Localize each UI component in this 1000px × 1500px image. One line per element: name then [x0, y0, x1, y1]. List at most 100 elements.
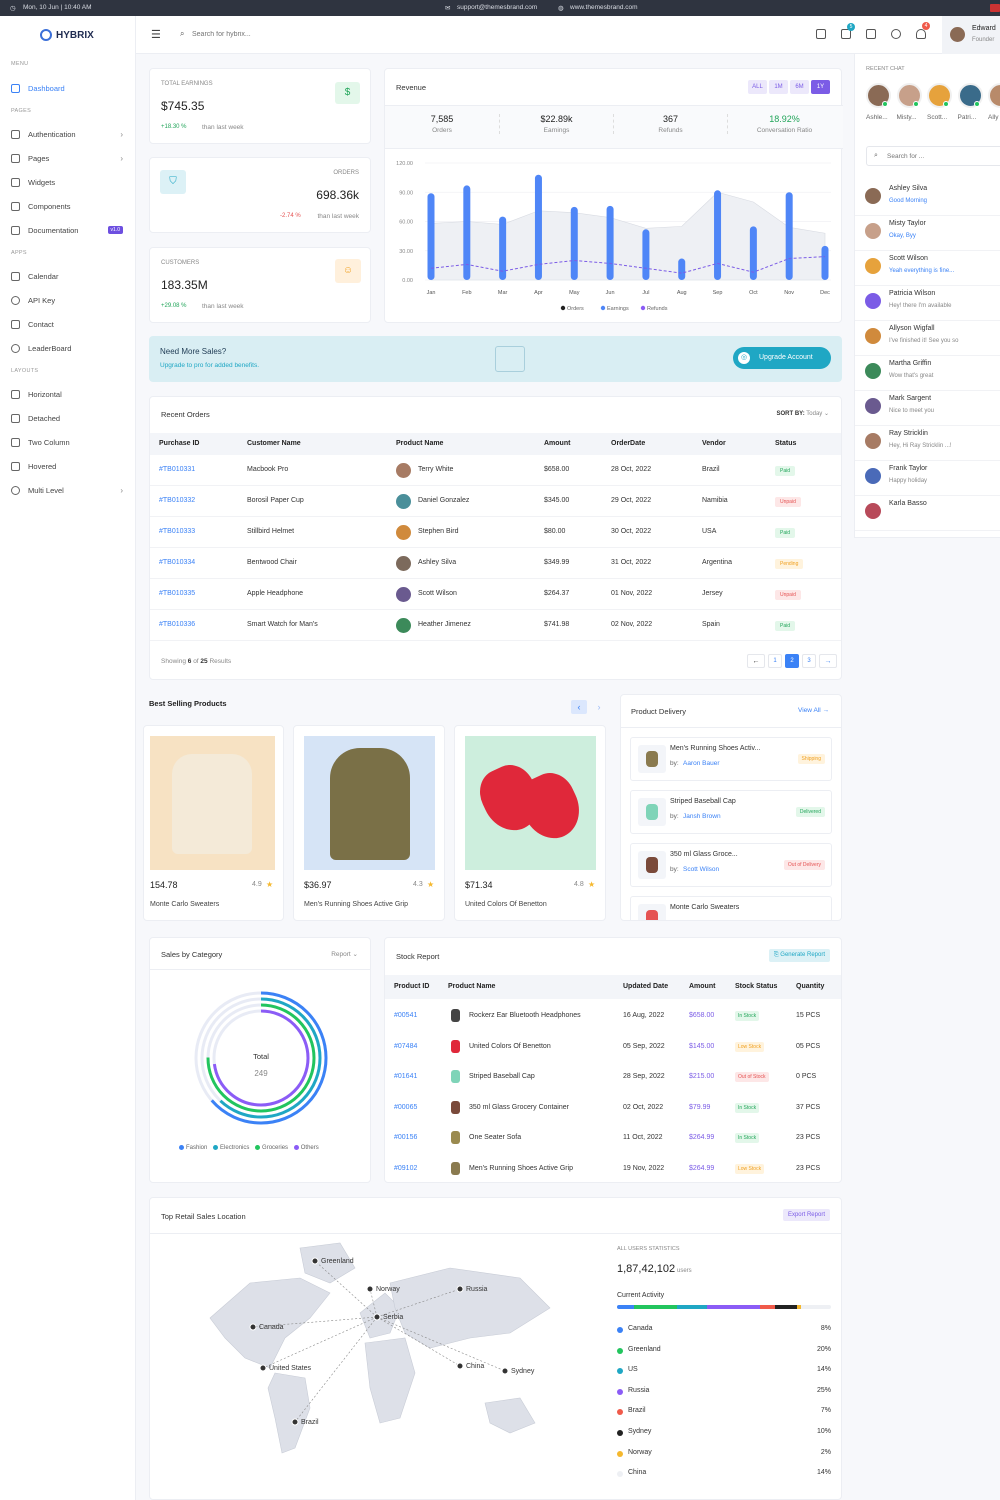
sidebar-item-detached[interactable]: Detached — [11, 411, 127, 425]
location-marker[interactable] — [311, 1257, 319, 1265]
table-row[interactable]: #00541 Rockerz Ear Bluetooth Headphones 16… — [385, 1001, 841, 1031]
sidebar-item-leaderboard[interactable]: LeaderBoard — [11, 341, 127, 355]
table-row[interactable]: #TB010332 Borosil Paper Cup Daniel Gonzale… — [150, 486, 841, 517]
sidebar-item-calendar[interactable]: Calendar — [11, 269, 127, 283]
product-card[interactable]: 154.78 4.9 ★ Monte Carlo Sweaters — [143, 725, 284, 921]
product-id-link[interactable]: #01641 — [394, 1073, 418, 1080]
theme-toggle-icon[interactable] — [891, 29, 901, 39]
chat-contact[interactable]: Ray Stricklin Hey, Hi Ray Stricklin ...! — [855, 427, 1000, 461]
purchase-id-link[interactable]: #TB010334 — [159, 559, 196, 566]
generate-report-button[interactable]: ⎘ Generate Report — [768, 949, 830, 962]
delivery-item[interactable]: Men's Running Shoes Activ... by: Aaron Bau… — [630, 737, 832, 781]
hamburger-icon[interactable]: ☰ — [151, 29, 161, 41]
table-row[interactable]: #00156 One Seater Sofa 11 Oct, 2022 $264.99… — [385, 1123, 841, 1153]
pagination-page-3[interactable]: 3 — [802, 654, 816, 668]
purchase-id-link[interactable]: #TB010332 — [159, 497, 196, 504]
bell-icon[interactable] — [916, 29, 926, 39]
sort-dropdown[interactable]: SORT BY: Today ⌄ — [776, 410, 829, 417]
chat-contact[interactable]: Karla Basso — [855, 497, 1000, 531]
location-marker[interactable] — [259, 1364, 267, 1372]
export-report-button[interactable]: Export Report — [782, 1209, 830, 1221]
table-row[interactable]: #TB010336 Smart Watch for Man's Heather Ji… — [150, 610, 841, 641]
user-menu[interactable]: Edward Founder — [942, 16, 1000, 54]
sidebar-item-components[interactable]: Components — [11, 199, 127, 213]
chat-contact[interactable]: Patricia Wilson Hey! there I'm available — [855, 287, 1000, 321]
sidebar-item-pages[interactable]: Pages › — [11, 151, 127, 165]
product-id-link[interactable]: #00065 — [394, 1103, 418, 1111]
location-marker[interactable] — [291, 1418, 299, 1426]
table-row[interactable]: #07484 United Colors Of Benetton 05 Sep, 2… — [385, 1032, 841, 1062]
delivery-person-link[interactable]: Scott Wilson — [683, 866, 720, 873]
product-id-link[interactable]: #09102 — [394, 1164, 418, 1172]
chat-avatar[interactable] — [927, 83, 952, 108]
sidebar-item-contact[interactable]: Contact — [11, 317, 127, 331]
table-row[interactable]: #09102 Men's Running Shoes Active Grip 19 … — [385, 1154, 841, 1184]
purchase-id-link[interactable]: #TB010331 — [159, 466, 196, 473]
purchase-id-link[interactable]: #TB010335 — [159, 590, 196, 597]
table-row[interactable]: #00065 350 ml Glass Grocery Container 02 O… — [385, 1093, 841, 1123]
sidebar-item-authentication[interactable]: Authentication › — [11, 127, 127, 141]
sidebar-item-hovered[interactable]: Hovered — [11, 459, 127, 473]
view-all-link[interactable]: View All → — [798, 707, 829, 714]
sidebar-item-multi-level[interactable]: Multi Level › — [11, 483, 127, 497]
sidebar-item-widgets[interactable]: Widgets — [11, 175, 127, 189]
apps-grid-icon[interactable] — [816, 29, 826, 39]
sidebar-item-api-key[interactable]: API Key — [11, 293, 127, 307]
filter-all-button[interactable]: ALL — [748, 80, 767, 94]
product-id-link[interactable]: #00156 — [394, 1134, 418, 1141]
product-card[interactable]: $36.97 4.3 ★ Men's Running Shoes Active G… — [293, 725, 445, 921]
upgrade-account-button[interactable]: ◎ Upgrade Account — [733, 347, 831, 369]
table-row[interactable]: #TB010335 Apple Headphone Scott Wilson $264… — [150, 579, 841, 610]
chat-contact[interactable]: Frank Taylor Happy holiday — [855, 462, 1000, 496]
table-row[interactable]: #01641 Striped Baseball Cap 28 Sep, 2022 $2… — [385, 1062, 841, 1092]
filter-6m-button[interactable]: 6M — [790, 80, 809, 94]
flag-icon[interactable] — [990, 4, 1000, 12]
pagination-next[interactable]: → — [819, 654, 837, 668]
delivery-person-link[interactable]: Jansh Brown — [683, 813, 721, 820]
delivery-item[interactable]: Striped Baseball Cap by: Jansh Brown Delive… — [630, 790, 832, 834]
cart-icon[interactable] — [841, 29, 851, 39]
location-marker[interactable] — [366, 1285, 374, 1293]
chat-contact[interactable]: Ashley Silva Good Morning — [855, 182, 1000, 216]
fullscreen-icon[interactable] — [866, 29, 876, 39]
location-marker[interactable] — [501, 1367, 509, 1375]
filter-1y-button[interactable]: 1Y — [811, 80, 830, 94]
chat-search-box[interactable]: ⌕ — [866, 146, 1000, 166]
table-row[interactable]: #TB010333 Stillbird Helmet Stephen Bird $80… — [150, 517, 841, 548]
chat-avatar[interactable] — [988, 83, 1000, 108]
table-row[interactable]: #TB010331 Macbook Pro Terry White $658.00 28… — [150, 455, 841, 486]
pagination-page-2[interactable]: 2 — [785, 654, 799, 668]
location-marker[interactable] — [249, 1323, 257, 1331]
chat-search-input[interactable] — [887, 150, 997, 163]
product-id-link[interactable]: #00541 — [394, 1012, 418, 1019]
location-marker[interactable] — [373, 1313, 381, 1321]
sidebar-item-documentation[interactable]: Documentation v1.0 — [11, 223, 127, 237]
topbar-site[interactable]: www.themesbrand.com — [570, 4, 638, 11]
delivery-item[interactable]: 350 ml Glass Groce... by: Scott Wilson Out … — [630, 843, 832, 887]
delivery-person-link[interactable]: Aaron Bauer — [683, 760, 720, 767]
location-marker[interactable] — [456, 1362, 464, 1370]
delivery-item[interactable]: Monte Carlo Sweaters — [630, 896, 832, 920]
search-input[interactable] — [192, 27, 372, 42]
product-id-link[interactable]: #07484 — [394, 1042, 418, 1050]
filter-1m-button[interactable]: 1M — [769, 80, 788, 94]
pagination-prev[interactable]: ← — [747, 654, 765, 668]
location-marker[interactable] — [456, 1285, 464, 1293]
product-card[interactable]: $71.34 4.8 ★ United Colors Of Benetton — [454, 725, 606, 921]
table-row[interactable]: #TB010334 Bentwood Chair Ashley Silva $349.… — [150, 548, 841, 579]
purchase-id-link[interactable]: #TB010336 — [159, 621, 196, 628]
purchase-id-link[interactable]: #TB010333 — [159, 528, 196, 535]
report-dropdown[interactable]: Report ⌄ — [331, 951, 358, 958]
sidebar-item-two-column[interactable]: Two Column — [11, 435, 127, 449]
carousel-prev-button[interactable]: ‹ — [571, 700, 587, 714]
carousel-next-button[interactable]: › — [597, 702, 601, 712]
brand-logo[interactable]: HYBRIX — [40, 29, 94, 41]
sidebar-item-dashboard[interactable]: Dashboard — [11, 81, 127, 95]
chat-contact[interactable]: Misty Taylor Okay, Byy — [855, 217, 1000, 251]
pagination-page-1[interactable]: 1 — [768, 654, 782, 668]
chat-contact[interactable]: Martha Griffin Wow that's great — [855, 357, 1000, 391]
sidebar-item-horizontal[interactable]: Horizontal — [11, 387, 127, 401]
chat-contact[interactable]: Mark Sargent Nice to meet you — [855, 392, 1000, 426]
chat-contact[interactable]: Scott Wilson Yeah everything is fine... — [855, 252, 1000, 286]
chat-contact[interactable]: Allyson Wigfall I've finished it! See you… — [855, 322, 1000, 356]
